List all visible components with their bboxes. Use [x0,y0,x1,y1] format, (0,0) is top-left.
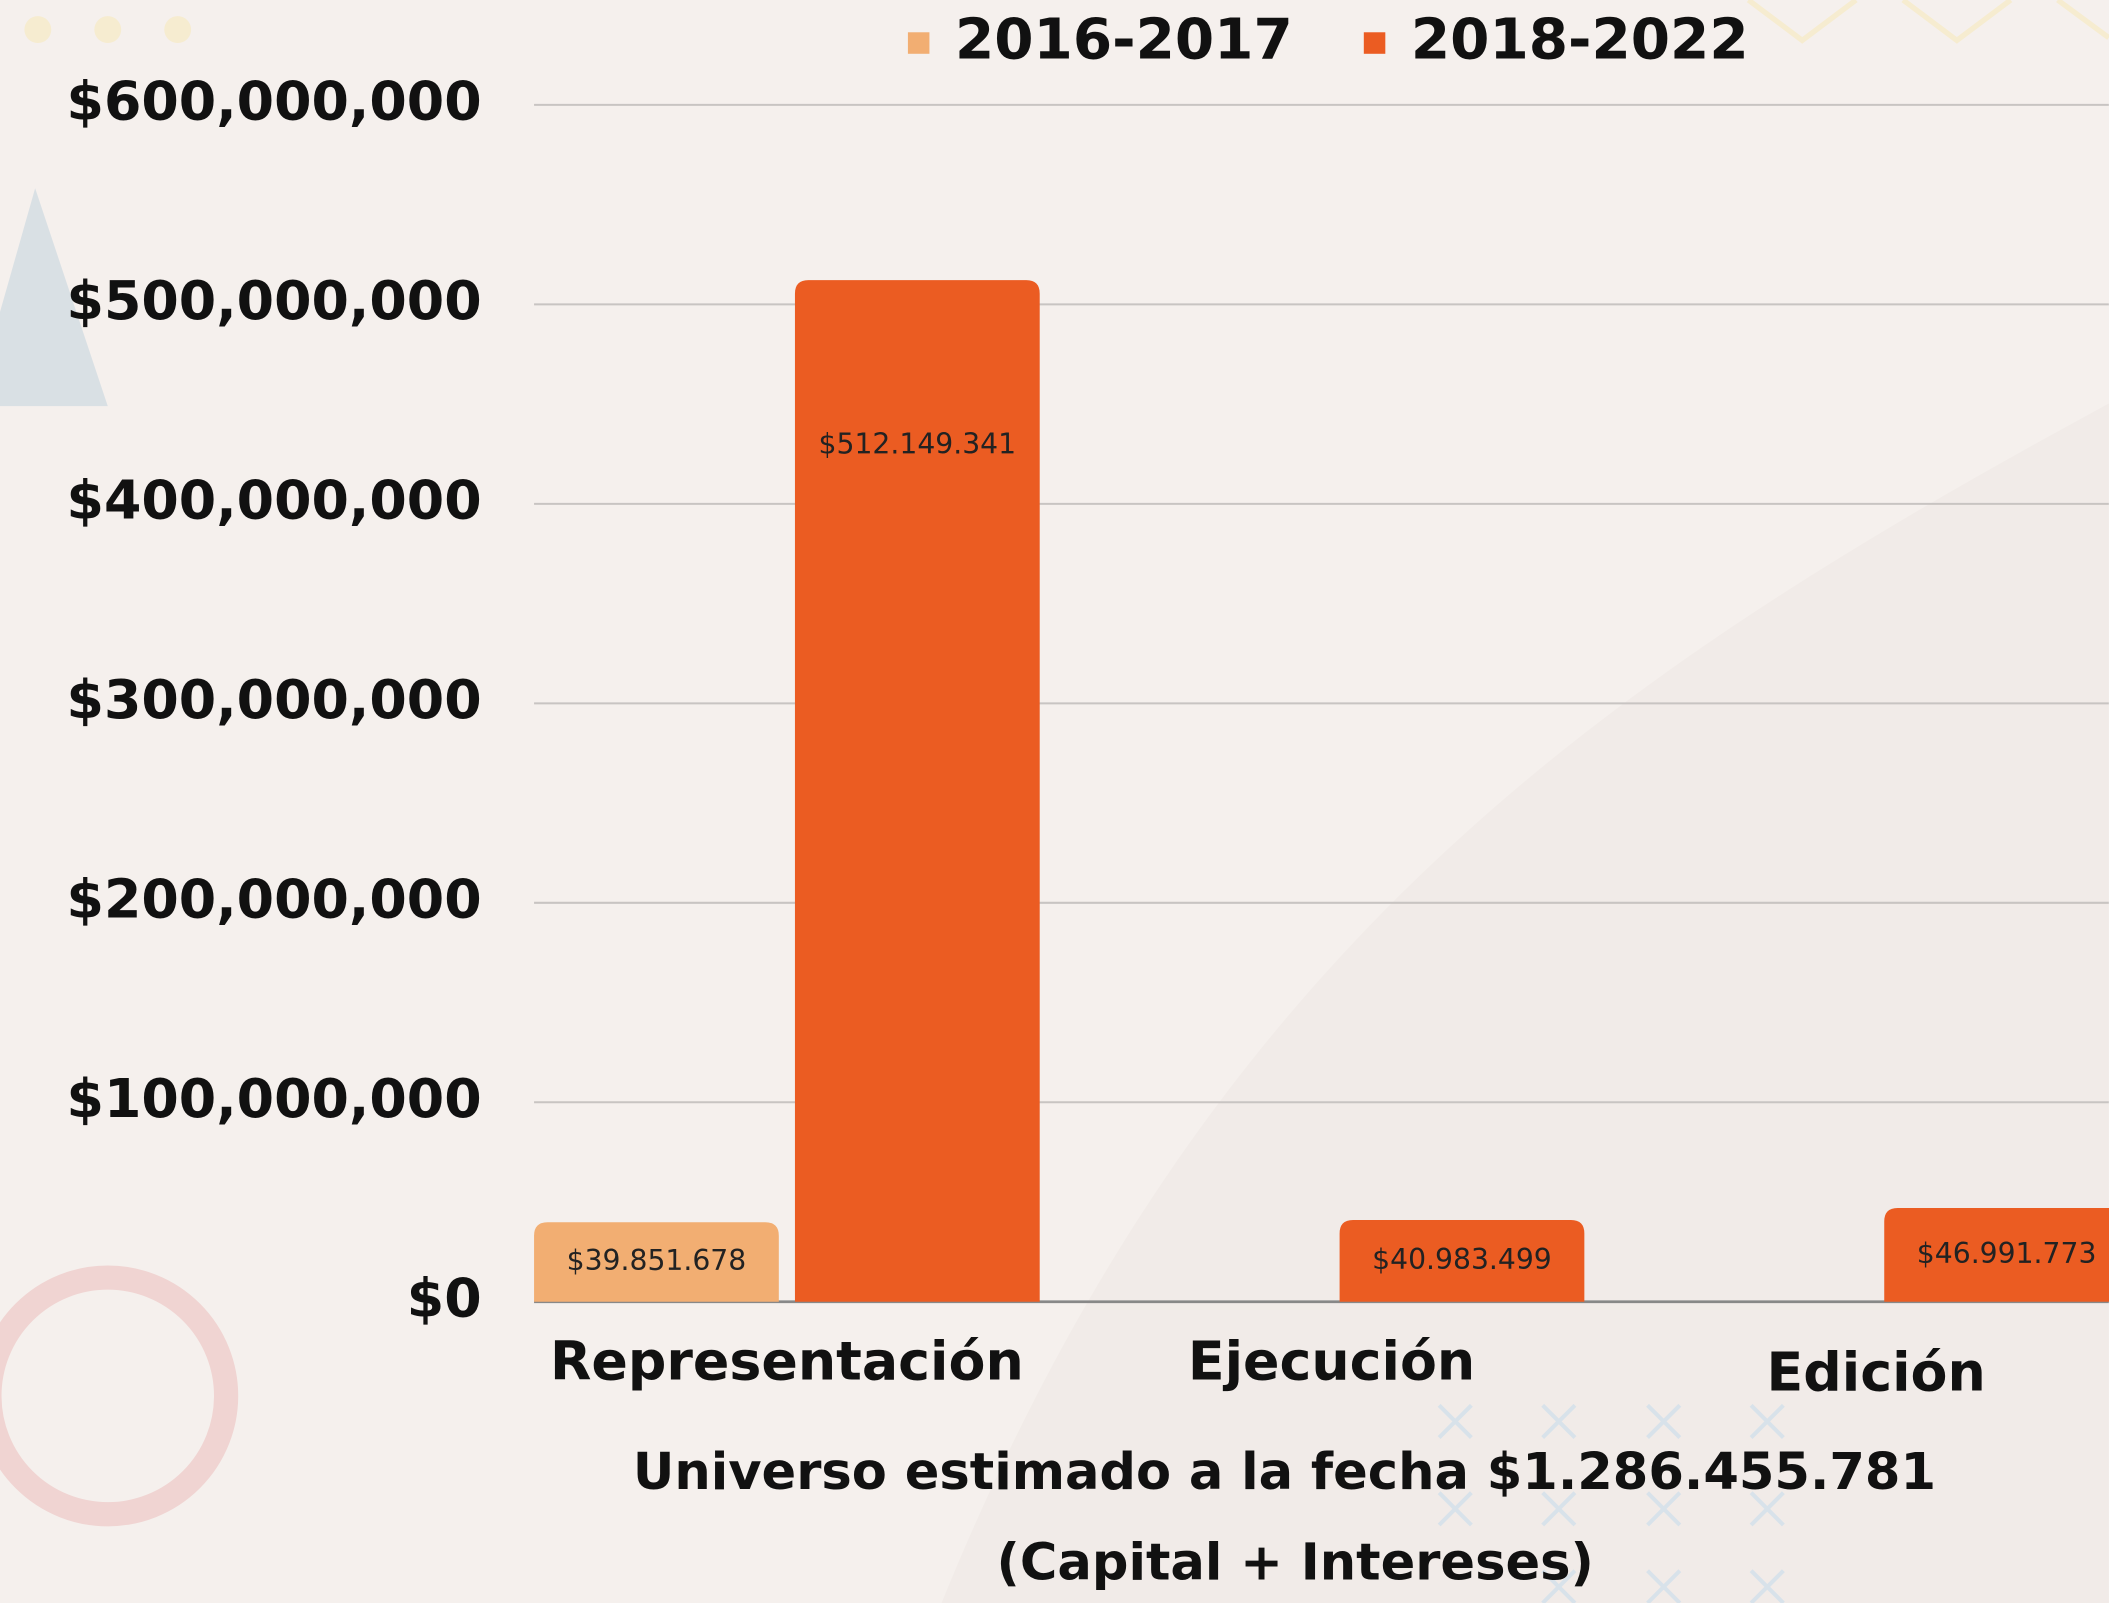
legend-swatch [907,32,930,54]
value-label: $512.149.341 [819,428,1017,461]
labels: $0 $100,000,000 $200,000,000 $300,000,000 $4… [67,8,2097,1404]
value-label: $40.983.499 [1372,1243,1552,1276]
footer-note: (Capital + Intereses) [997,1533,1594,1592]
bar [794,280,1040,1302]
y-tick-label: $500,000,000 [67,269,482,332]
legend-swatch [1363,32,1386,54]
y-tick-label: $100,000,000 [67,1067,482,1130]
bar [534,1222,779,1302]
bar [1884,1208,2109,1302]
legend-label: 2016-2017 [955,8,1293,73]
x-tick-label: Ejecución [1188,1330,1475,1393]
y-tick-label: $300,000,000 [67,668,482,731]
value-label: $39.851.678 [567,1244,747,1277]
y-tick-label: $600,000,000 [67,70,482,133]
x-tick-label: Representación [550,1330,1024,1393]
y-tick-label: $0 [407,1266,482,1329]
bar [1339,1220,1585,1302]
value-label: $46.991.773 [1917,1237,2097,1270]
y-tick-label: $400,000,000 [67,468,482,531]
y-tick-label: $200,000,000 [67,867,482,930]
legend-label: 2018-2022 [1411,8,1749,73]
footer-note: Universo estimado a la fecha $1.286.455.… [633,1443,1936,1502]
bars [534,280,2109,1302]
x-tick-label: Edición [1767,1340,1986,1403]
